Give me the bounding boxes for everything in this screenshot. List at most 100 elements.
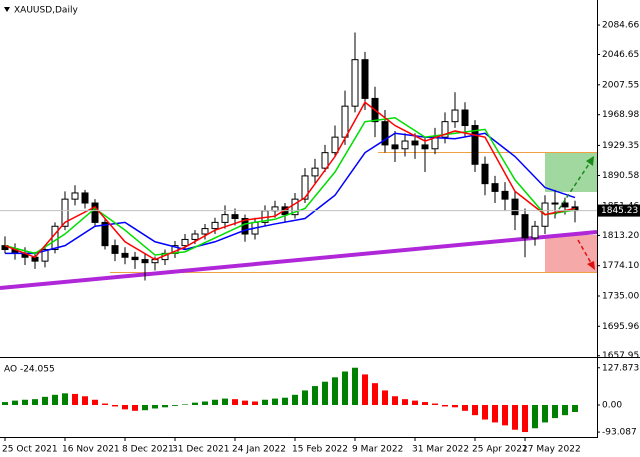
candle-body bbox=[81, 192, 89, 204]
osc-bar bbox=[212, 399, 218, 405]
y-tick-label: 2084.66 bbox=[602, 21, 639, 31]
moving-average bbox=[4, 101, 576, 261]
candle-body bbox=[291, 198, 299, 216]
candle-body bbox=[521, 214, 529, 239]
osc-bar bbox=[562, 404, 568, 416]
candle-body bbox=[551, 202, 559, 205]
x-tick-label: 31 Dec 2021 bbox=[172, 445, 230, 455]
candle-body bbox=[441, 121, 449, 138]
y-tick-label: 1735.00 bbox=[602, 292, 639, 302]
osc-bar bbox=[2, 402, 8, 405]
osc-bar bbox=[572, 404, 578, 412]
x-tick-label: 17 May 2022 bbox=[522, 445, 581, 455]
osc-bar bbox=[482, 404, 488, 420]
candle-body bbox=[391, 144, 399, 150]
candle-body bbox=[131, 256, 139, 261]
candle-body bbox=[101, 221, 109, 247]
candle-body bbox=[351, 59, 359, 107]
candle-body bbox=[481, 163, 489, 185]
current-price-label: 1845.23 bbox=[601, 206, 638, 216]
osc-bar bbox=[552, 404, 558, 419]
arrow-down bbox=[577, 239, 592, 264]
candle-body bbox=[61, 198, 69, 227]
candle-body bbox=[531, 225, 539, 239]
osc-bar bbox=[262, 399, 268, 405]
y-tick-label: 1813.20 bbox=[602, 231, 639, 241]
trend-line bbox=[0, 230, 598, 290]
candle-body bbox=[321, 152, 329, 169]
chart-title: XAUUSD,Daily bbox=[14, 6, 78, 16]
x-tick-label: 31 Mar 2022 bbox=[412, 445, 469, 455]
candle-body bbox=[361, 59, 369, 99]
osc-bar bbox=[342, 371, 348, 405]
candle-body bbox=[191, 233, 199, 240]
x-tick-label: 9 Mar 2022 bbox=[352, 445, 403, 455]
moving-average bbox=[5, 132, 576, 255]
candle-body bbox=[91, 202, 99, 223]
candle-body bbox=[411, 140, 419, 146]
candle-body bbox=[241, 218, 249, 235]
osc-bar bbox=[272, 398, 278, 405]
osc-bar bbox=[462, 404, 468, 411]
osc-bar bbox=[52, 394, 58, 405]
osc-bar bbox=[322, 381, 328, 405]
osc-bar bbox=[232, 399, 238, 405]
candle-body bbox=[221, 214, 229, 223]
candle-body bbox=[471, 125, 479, 165]
candle-body bbox=[381, 121, 389, 146]
target-zone-down bbox=[545, 235, 597, 272]
osc-bar bbox=[82, 396, 88, 405]
candle-body bbox=[401, 140, 409, 150]
osc-bar bbox=[222, 398, 228, 405]
osc-bar bbox=[512, 404, 518, 430]
osc-bar bbox=[352, 367, 358, 405]
osc-bar bbox=[142, 404, 148, 411]
x-tick-label: 8 Dec 2021 bbox=[122, 445, 174, 455]
y-tick-label: 1657.95 bbox=[602, 351, 639, 361]
candle-body bbox=[211, 221, 219, 230]
osc-bar bbox=[282, 397, 288, 405]
osc-bar bbox=[392, 396, 398, 405]
osc-bar bbox=[472, 404, 478, 416]
x-tick-label: 25 Oct 2021 bbox=[2, 445, 58, 455]
osc-bar bbox=[382, 390, 388, 405]
osc-bar bbox=[172, 404, 178, 406]
candle-body bbox=[201, 228, 209, 235]
osc-bar bbox=[152, 404, 158, 409]
candle-body bbox=[561, 202, 569, 208]
osc-y-tick-label: 127.873 bbox=[602, 363, 639, 373]
menu-icon[interactable] bbox=[4, 7, 10, 12]
y-tick-label: 2046.65 bbox=[602, 50, 639, 60]
osc-bar bbox=[402, 399, 408, 405]
x-tick-label: 24 Jan 2022 bbox=[232, 445, 286, 455]
osc-bar bbox=[302, 390, 308, 405]
osc-bar bbox=[372, 383, 378, 405]
candle-body bbox=[51, 225, 59, 251]
candle-body bbox=[341, 105, 349, 138]
y-tick-label: 1929.35 bbox=[602, 141, 639, 151]
candle-body bbox=[41, 249, 49, 262]
x-tick-label: 16 Nov 2021 bbox=[62, 445, 120, 455]
candle-body bbox=[501, 190, 509, 200]
osc-bar bbox=[492, 404, 498, 423]
arrow-up bbox=[554, 160, 592, 216]
osc-y-tick-label: -93.087 bbox=[602, 428, 637, 438]
osc-bar bbox=[532, 404, 538, 429]
candle-body bbox=[121, 252, 129, 258]
osc-bar bbox=[32, 399, 38, 405]
osc-bar bbox=[362, 374, 368, 405]
osc-bar bbox=[412, 400, 418, 405]
osc-bar bbox=[22, 399, 28, 405]
osc-bar bbox=[192, 402, 198, 405]
y-tick-label: 1968.98 bbox=[602, 110, 639, 120]
x-tick-label: 15 Feb 2022 bbox=[292, 445, 348, 455]
osc-bar bbox=[112, 404, 118, 407]
candle-body bbox=[181, 238, 189, 247]
arrow-down-head bbox=[587, 261, 595, 270]
candle-body bbox=[511, 198, 519, 216]
y-tick-label: 1695.96 bbox=[602, 322, 639, 332]
osc-bar bbox=[452, 404, 458, 408]
osc-y-tick-label: 0.00 bbox=[602, 400, 622, 410]
